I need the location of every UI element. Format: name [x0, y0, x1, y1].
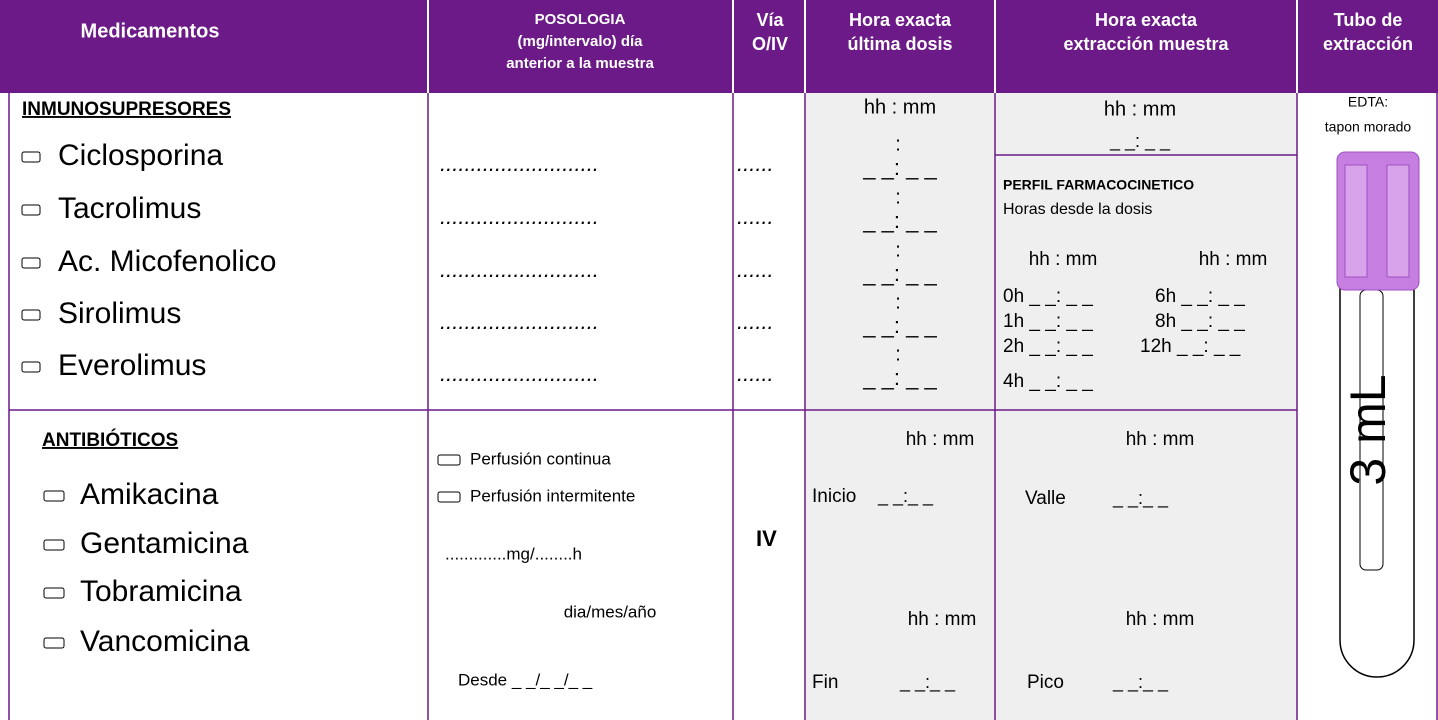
header-text: Hora exacta	[1095, 10, 1198, 30]
dose-field: ..........................	[440, 361, 599, 386]
time-format: hh : mm	[1029, 249, 1098, 270]
time-field: _ _:_ _	[1112, 488, 1169, 509]
dose-field: .............mg/........h	[445, 544, 582, 563]
profile-time: 2h _ _: _ _	[1003, 336, 1093, 357]
time-field: _ _: _ _	[1109, 131, 1171, 152]
time-field: _ _:_ _	[899, 672, 956, 693]
section-title: ANTIBIÓTICOS	[42, 429, 178, 451]
time-colon: :	[895, 343, 901, 365]
time-label: Pico	[1027, 672, 1064, 693]
time-format: hh : mm	[906, 429, 975, 450]
time-colon: :	[895, 133, 901, 155]
header-band	[0, 0, 1438, 93]
checkbox	[43, 539, 65, 551]
header-text: POSOLOGIA	[535, 11, 626, 28]
time-label: Inicio	[812, 486, 856, 507]
dose-field: ..........................	[440, 151, 599, 176]
route-field: ......	[737, 151, 774, 176]
drug-name: Tobramicina	[80, 575, 242, 608]
drug-name: Everolimus	[58, 349, 206, 382]
profile-time: 4h _ _: _ _	[1003, 371, 1093, 392]
header-text: extracción muestra	[1063, 34, 1229, 54]
time-format: hh : mm	[1199, 249, 1268, 270]
time-label: Fin	[812, 672, 838, 693]
option-label: Perfusión intermitente	[470, 486, 635, 505]
tube-volume: 3 mL	[1340, 374, 1396, 485]
drug-name: Sirolimus	[58, 297, 181, 330]
checkbox	[43, 587, 65, 599]
route-field: ......	[737, 257, 774, 282]
tube-label: EDTA:	[1348, 94, 1388, 110]
header-text: última dosis	[847, 34, 952, 54]
drug-name: Tacrolimus	[58, 192, 201, 225]
profile-time: 12h _ _: _ _	[1140, 336, 1241, 357]
checkbox	[21, 309, 41, 321]
date-format: dia/mes/año	[564, 602, 657, 621]
profile-time: 1h _ _: _ _	[1003, 311, 1093, 332]
time-format: hh : mm	[864, 96, 936, 118]
drug-name: Vancomicina	[80, 625, 250, 658]
time-field: _ _: _ _	[862, 208, 937, 233]
tube-label: tapon morado	[1325, 119, 1412, 135]
route-field: IV	[756, 526, 777, 551]
header-text: Tubo de	[1334, 10, 1403, 30]
drug-name: Ciclosporina	[58, 139, 223, 172]
time-format: hh : mm	[1126, 429, 1195, 450]
header-text: Medicamentos	[81, 20, 220, 42]
header-text: extracción	[1323, 34, 1413, 54]
time-label: Valle	[1025, 488, 1066, 509]
time-field: _ _:_ _	[1112, 672, 1169, 693]
time-field: _ _: _ _	[862, 155, 937, 180]
drug-name: Ac. Micofenolico	[58, 245, 276, 278]
date-field: Desde _ _/_ _/_ _	[458, 670, 593, 689]
dose-field: ..........................	[440, 309, 599, 334]
time-format: hh : mm	[1126, 609, 1195, 630]
route-field: ......	[737, 361, 774, 386]
tube	[1336, 151, 1420, 678]
profile-subtitle: Horas desde la dosis	[1003, 201, 1152, 218]
profile-time: 0h _ _: _ _	[1003, 286, 1093, 307]
drug-name: Amikacina	[80, 478, 219, 511]
profile-time: 6h _ _: _ _	[1155, 286, 1245, 307]
route-field: ......	[737, 309, 774, 334]
checkbox	[43, 637, 65, 649]
checkbox	[21, 361, 41, 373]
grid-lines	[8, 93, 1438, 720]
header-text: Vía	[756, 10, 784, 30]
time-colon: :	[895, 186, 901, 208]
time-field: _ _: _ _	[862, 365, 937, 390]
time-format: hh : mm	[908, 609, 977, 630]
time-field: _ _: _ _	[862, 261, 937, 286]
checkbox	[43, 490, 65, 502]
time-field: _ _:_ _	[877, 486, 934, 507]
header-text: (mg/intervalo) día	[517, 33, 643, 50]
header-text: O/IV	[752, 34, 788, 54]
profile-time: 8h _ _: _ _	[1155, 311, 1245, 332]
checkbox	[21, 257, 41, 269]
section-title: INMUNOSUPRESORES	[22, 99, 231, 120]
route-field: ......	[737, 204, 774, 229]
time-cells	[805, 93, 1297, 720]
checkbox	[21, 204, 41, 216]
time-field: _ _: _ _	[862, 313, 937, 338]
drug-name: Gentamicina	[80, 527, 249, 560]
dose-field: ..........................	[440, 204, 599, 229]
time-colon: :	[895, 291, 901, 313]
header-text: Hora exacta	[849, 10, 952, 30]
time-colon: :	[895, 239, 901, 261]
header-dividers	[427, 0, 1298, 93]
dose-field: ..........................	[440, 257, 599, 282]
profile-title: PERFIL FARMACOCINETICO	[1003, 177, 1194, 193]
checkbox	[21, 151, 41, 163]
header-text: anterior a la muestra	[506, 55, 654, 72]
checkbox	[437, 491, 461, 503]
option-label: Perfusión continua	[470, 449, 611, 468]
time-format: hh : mm	[1104, 98, 1176, 120]
checkbox	[437, 454, 461, 466]
